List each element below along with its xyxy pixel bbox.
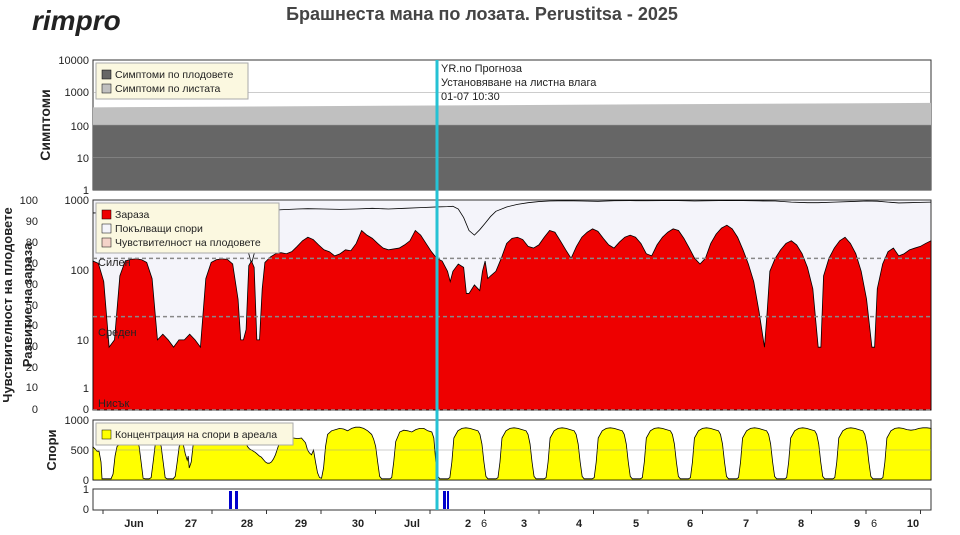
infection-left-tick-label: 30: [26, 341, 38, 353]
infection-left-tick-label: 60: [26, 279, 38, 291]
infection-left-tick-label: 20: [26, 362, 38, 374]
x-tick-label: 28: [241, 518, 253, 530]
infection-right-tick-label: 0: [83, 404, 89, 416]
symptoms-tick-label: 1: [83, 185, 89, 197]
x-tick-label: Jun: [124, 518, 144, 530]
marker-leaf-wetness-label: Установяване на листна влага: [441, 77, 597, 89]
infection-left-tick-label: 50: [26, 300, 38, 312]
spores-tick-label: 500: [71, 445, 89, 457]
x-tick-label: 3: [521, 518, 527, 530]
x-tick-label: 4: [576, 518, 583, 530]
symptoms-tick-label: 100: [71, 121, 89, 133]
event-bar: [235, 491, 238, 509]
x-tick-label: Jul: [404, 518, 420, 530]
level-low: Нисък: [98, 398, 129, 410]
infection-left-tick-label: 70: [26, 258, 38, 270]
infection-area: [92, 224, 932, 411]
legend-fruit-sensitivity: Чувствителност на плодовете: [115, 237, 261, 249]
infection-left-tick-label: 0: [32, 404, 38, 416]
spores-tick-label: 0: [83, 475, 89, 487]
x-tick-label: 9: [854, 518, 860, 530]
infection-right-tick-label: 1: [83, 383, 89, 395]
x-tick-label: 8: [798, 518, 804, 530]
infection-right-tick-label: 100: [71, 265, 89, 277]
symptoms-tick-label: 1000: [65, 87, 89, 99]
level-medium: Среден: [98, 327, 137, 339]
rimpro-logo: rimpro: [32, 5, 121, 36]
x-tick-label: 10: [907, 518, 919, 530]
marker-forecast-label: YR.no Прогноза: [441, 63, 523, 75]
legend-leaf-symptoms: Симптоми по листата: [115, 83, 221, 95]
infection-series: [92, 200, 932, 411]
events-tick-label: 1: [83, 484, 89, 496]
legend-fruit-symptoms: Симптоми по плодовете: [115, 69, 233, 81]
infection-legend: Зараза Покълващи спори Чувствителност на…: [95, 202, 280, 254]
events-panel: [92, 488, 932, 511]
infection-ylabel: Развитие на зараза: [20, 242, 35, 367]
x-tick-label: 7: [743, 518, 749, 530]
legend-infection: Зараза: [115, 209, 150, 221]
event-bar: [443, 491, 446, 509]
x-tick-label: 29: [295, 518, 307, 530]
infection-left-tick-label: 40: [26, 320, 38, 332]
infection-left-tick-label: 100: [20, 195, 38, 207]
spores-ylabel: Спори: [44, 429, 59, 470]
event-bar: [229, 491, 232, 509]
legend-spore-concentration: Концентрация на спори в ареала: [115, 429, 277, 441]
legend-germinating-spores: Покълващи спори: [115, 223, 203, 235]
symptoms-tick-label: 10000: [58, 55, 89, 67]
events-tick-label: 0: [83, 504, 89, 516]
x-tick-label: 27: [185, 518, 197, 530]
infection-left-tick-label: 10: [26, 382, 38, 394]
fruit-sensitivity-ylabel: Чувствителност на плодовете: [0, 207, 15, 402]
symptoms-ylabel: Симптоми: [37, 89, 53, 161]
marker-timestamp-label: 01-07 10:30: [441, 91, 500, 103]
chart-title: Брашнеста мана по лозата. Perustitsa - 2…: [286, 4, 678, 24]
spores-legend: Концентрация на спори в ареала: [95, 422, 294, 446]
x-tick-label: 6: [481, 518, 487, 530]
infection-left-tick-label: 90: [26, 216, 38, 228]
x-tick-label: 2: [465, 518, 471, 530]
x-axis: Jun 27 28 29 30 Jul 2 6 3 4 5 6 7 8 9 6 10: [102, 510, 921, 530]
x-tick-label: 6: [687, 518, 693, 530]
level-strong: Силен: [98, 257, 131, 269]
x-tick-label: 6: [871, 518, 877, 530]
symptoms-legend: Симптоми по плодовете Симптоми по листат…: [95, 62, 249, 100]
infection-right-tick-label: 10: [77, 335, 89, 347]
spores-tick-label: 1000: [65, 415, 89, 427]
infection-right-tick-label: 1000: [65, 195, 89, 207]
infection-left-tick-label: 80: [26, 237, 38, 249]
x-tick-label: 30: [352, 518, 364, 530]
symptoms-tick-label: 10: [77, 153, 89, 165]
axis-ticks: 1000010001001011009080706050403020100100…: [20, 55, 89, 516]
events-series: [229, 491, 449, 509]
x-tick-label: 5: [633, 518, 639, 530]
symptoms-series: [93, 92, 931, 190]
event-bar: [447, 491, 449, 509]
